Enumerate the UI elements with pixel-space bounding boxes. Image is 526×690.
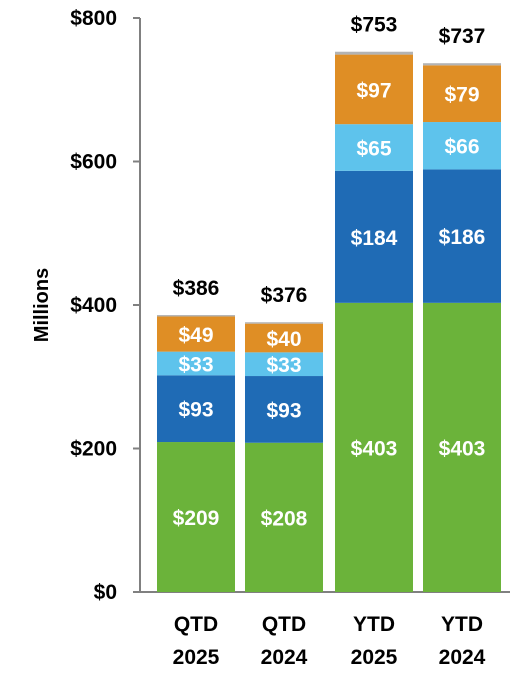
bar-segment [423,169,501,303]
x-tick-labels: QTD 2025 QTD 2024 YTD 2025 YTD 2024 [173,613,486,669]
bar-segment [245,442,323,592]
x-tick-label-line2: 2024 [261,646,308,669]
x-tick-label-line2: 2024 [439,646,486,669]
x-tick-label-line1: YTD [441,613,483,636]
bar-segment [335,54,413,125]
data-label: $49 [178,324,213,347]
bar-segment [423,122,501,170]
data-label: $79 [444,84,479,107]
x-tick-label-line1: QTD [262,613,306,636]
data-label: $97 [356,79,391,102]
y-axis: $0 $200 $400 $600 $800 [70,7,141,604]
bar-segment [423,302,501,592]
bar-stack: $209 $93 $33 $49 $386 [157,277,235,592]
y-tick-label: $600 [70,151,117,174]
bar-segment [245,376,323,443]
data-label: $403 [439,437,486,460]
data-label: $186 [439,226,486,249]
data-label: $184 [351,227,398,250]
y-tick-label: $400 [70,294,117,317]
data-label: $93 [178,399,213,422]
y-tick-label: $800 [70,7,117,30]
bar-segment [245,352,323,377]
bar-segment [335,51,413,55]
bar-segment [245,323,323,353]
y-ticks: $0 $200 $400 $600 $800 [70,7,140,604]
data-label: $209 [173,507,220,530]
bar-segment [423,63,501,66]
total-label: $737 [439,25,486,48]
bar-segment [157,442,235,592]
bar-segment [157,315,235,317]
bar-stack: $403 $184 $65 $97 $753 [335,14,413,592]
y-axis-title: Millions [31,268,53,342]
total-label: $376 [261,284,308,307]
data-label: $208 [261,507,308,530]
data-label: $33 [266,354,301,377]
bar-segment [157,316,235,352]
x-tick-label-line1: YTD [353,613,395,636]
bar-segment [423,65,501,123]
x-tick-label-line2: 2025 [351,646,398,669]
bar-segment [335,124,413,171]
data-label: $93 [266,399,301,422]
x-tick-label-line1: QTD [174,613,218,636]
y-tick-label: $200 [70,438,117,461]
data-label: $403 [351,437,398,460]
data-label: $65 [356,138,391,161]
bar-segment [245,322,323,324]
data-label: $40 [266,328,301,351]
bars: $209 $93 $33 $49 $386 $208 $93 $33 $40 $376 $403 $1… [157,14,501,592]
data-label: $66 [444,136,479,159]
bar-segment [157,351,235,376]
bar-stack: $403 $186 $66 $79 $737 [423,25,501,592]
y-tick-label: $0 [94,581,117,604]
bar-stack: $208 $93 $33 $40 $376 [245,284,323,592]
total-label: $753 [351,14,398,37]
bar-segment [157,375,235,443]
data-label: $33 [178,353,213,376]
bar-segment [335,170,413,303]
bar-segment [335,302,413,592]
total-label: $386 [173,277,220,300]
x-tick-label-line2: 2025 [173,646,220,669]
